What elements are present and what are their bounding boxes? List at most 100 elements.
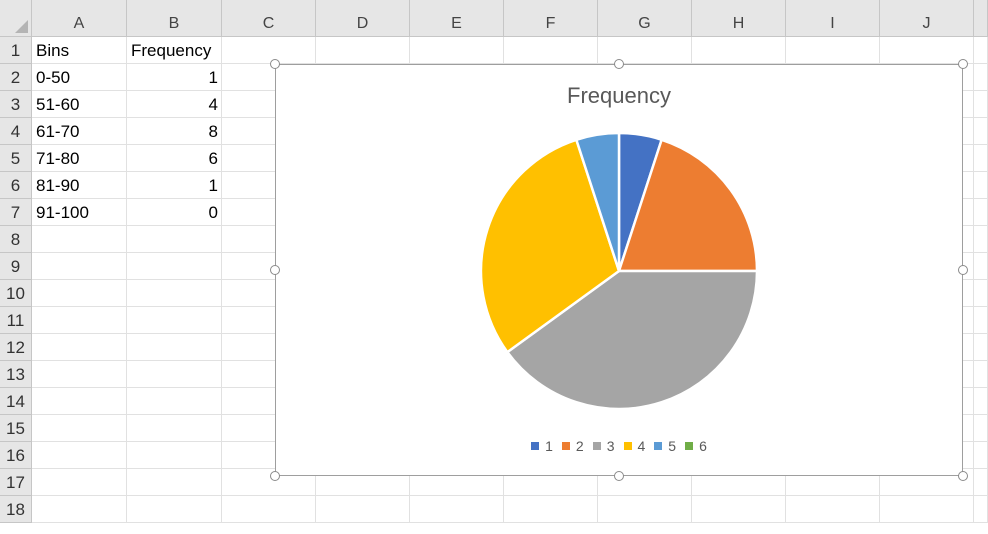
row-header-18[interactable]: 18	[0, 496, 32, 523]
cell-b17[interactable]	[127, 469, 222, 496]
cell-overflow[interactable]	[974, 415, 988, 442]
pie-plot-area[interactable]	[276, 65, 962, 475]
cell-h18[interactable]	[692, 496, 786, 523]
legend-entry-5[interactable]: 5	[654, 438, 676, 454]
cell-b6[interactable]: 1	[127, 172, 222, 199]
cell-g1[interactable]	[598, 37, 692, 64]
cell-d18[interactable]	[316, 496, 410, 523]
cell-j1[interactable]	[880, 37, 974, 64]
row-header-2[interactable]: 2	[0, 64, 32, 91]
cell-a11[interactable]	[32, 307, 127, 334]
column-header-g[interactable]: G	[598, 0, 692, 37]
cell-a16[interactable]	[32, 442, 127, 469]
resize-handle-left[interactable]	[270, 265, 280, 275]
row-header-10[interactable]: 10	[0, 280, 32, 307]
cell-a4[interactable]: 61-70	[32, 118, 127, 145]
cell-b3[interactable]: 4	[127, 91, 222, 118]
cell-overflow[interactable]	[974, 280, 988, 307]
cell-b2[interactable]: 1	[127, 64, 222, 91]
column-header-h[interactable]: H	[692, 0, 786, 37]
cell-a7[interactable]: 91-100	[32, 199, 127, 226]
cell-i18[interactable]	[786, 496, 880, 523]
cell-overflow[interactable]	[974, 469, 988, 496]
column-header-e[interactable]: E	[410, 0, 504, 37]
cell-i17[interactable]	[786, 469, 880, 496]
resize-handle-bottom-left[interactable]	[270, 471, 280, 481]
cell-a10[interactable]	[32, 280, 127, 307]
column-header-b[interactable]: B	[127, 0, 222, 37]
cell-b7[interactable]: 0	[127, 199, 222, 226]
cell-overflow[interactable]	[974, 118, 988, 145]
cell-overflow[interactable]	[974, 307, 988, 334]
cell-b9[interactable]	[127, 253, 222, 280]
column-header-f[interactable]: F	[504, 0, 598, 37]
cell-i1[interactable]	[786, 37, 880, 64]
legend-entry-4[interactable]: 4	[623, 438, 645, 454]
cell-a1[interactable]: Bins	[32, 37, 127, 64]
cell-b16[interactable]	[127, 442, 222, 469]
cell-h1[interactable]	[692, 37, 786, 64]
cell-a3[interactable]: 51-60	[32, 91, 127, 118]
resize-handle-right[interactable]	[958, 265, 968, 275]
cell-f18[interactable]	[504, 496, 598, 523]
cell-overflow[interactable]	[974, 334, 988, 361]
cell-a2[interactable]: 0-50	[32, 64, 127, 91]
column-header-c[interactable]: C	[222, 0, 316, 37]
cell-a5[interactable]: 71-80	[32, 145, 127, 172]
cell-d1[interactable]	[316, 37, 410, 64]
cell-g18[interactable]	[598, 496, 692, 523]
cell-overflow[interactable]	[974, 91, 988, 118]
pie-slice-4[interactable]	[479, 138, 621, 354]
chart-legend[interactable]: 1 2 3 4 5 6	[276, 438, 962, 454]
cell-a17[interactable]	[32, 469, 127, 496]
row-header-12[interactable]: 12	[0, 334, 32, 361]
cell-f17[interactable]	[504, 469, 598, 496]
legend-entry-2[interactable]: 2	[561, 438, 584, 454]
pie-chart[interactable]: Frequency 1 2 3 4 5 6	[275, 64, 963, 476]
row-header-14[interactable]: 14	[0, 388, 32, 415]
row-header-17[interactable]: 17	[0, 469, 32, 496]
cell-c17[interactable]	[222, 469, 316, 496]
row-header-11[interactable]: 11	[0, 307, 32, 334]
cell-b15[interactable]	[127, 415, 222, 442]
cell-e17[interactable]	[410, 469, 504, 496]
column-header-i[interactable]: I	[786, 0, 880, 37]
cell-b10[interactable]	[127, 280, 222, 307]
column-header-next[interactable]	[974, 0, 988, 37]
cell-overflow[interactable]	[974, 253, 988, 280]
row-header-7[interactable]: 7	[0, 199, 32, 226]
row-header-4[interactable]: 4	[0, 118, 32, 145]
cell-h17[interactable]	[692, 469, 786, 496]
cell-b12[interactable]	[127, 334, 222, 361]
resize-handle-top-left[interactable]	[270, 59, 280, 69]
cell-c18[interactable]	[222, 496, 316, 523]
cell-overflow[interactable]	[974, 226, 988, 253]
column-header-j[interactable]: J	[880, 0, 974, 37]
cell-b4[interactable]: 8	[127, 118, 222, 145]
column-header-a[interactable]: A	[32, 0, 127, 37]
cell-b13[interactable]	[127, 361, 222, 388]
cell-a12[interactable]	[32, 334, 127, 361]
cell-a6[interactable]: 81-90	[32, 172, 127, 199]
cell-a14[interactable]	[32, 388, 127, 415]
resize-handle-bottom-right[interactable]	[958, 471, 968, 481]
cell-b14[interactable]	[127, 388, 222, 415]
legend-entry-6[interactable]: 6	[685, 438, 707, 454]
cell-a9[interactable]	[32, 253, 127, 280]
resize-handle-top[interactable]	[614, 59, 624, 69]
cell-e18[interactable]	[410, 496, 504, 523]
resize-handle-top-right[interactable]	[958, 59, 968, 69]
cell-b11[interactable]	[127, 307, 222, 334]
row-header-16[interactable]: 16	[0, 442, 32, 469]
pie-slice-5[interactable]	[575, 131, 621, 273]
pie-slice-2[interactable]	[617, 138, 759, 273]
row-header-8[interactable]: 8	[0, 226, 32, 253]
cell-overflow[interactable]	[974, 172, 988, 199]
legend-entry-3[interactable]: 3	[592, 438, 615, 454]
cell-overflow[interactable]	[974, 145, 988, 172]
select-all-corner[interactable]	[0, 0, 32, 37]
cell-a13[interactable]	[32, 361, 127, 388]
row-header-5[interactable]: 5	[0, 145, 32, 172]
row-header-9[interactable]: 9	[0, 253, 32, 280]
